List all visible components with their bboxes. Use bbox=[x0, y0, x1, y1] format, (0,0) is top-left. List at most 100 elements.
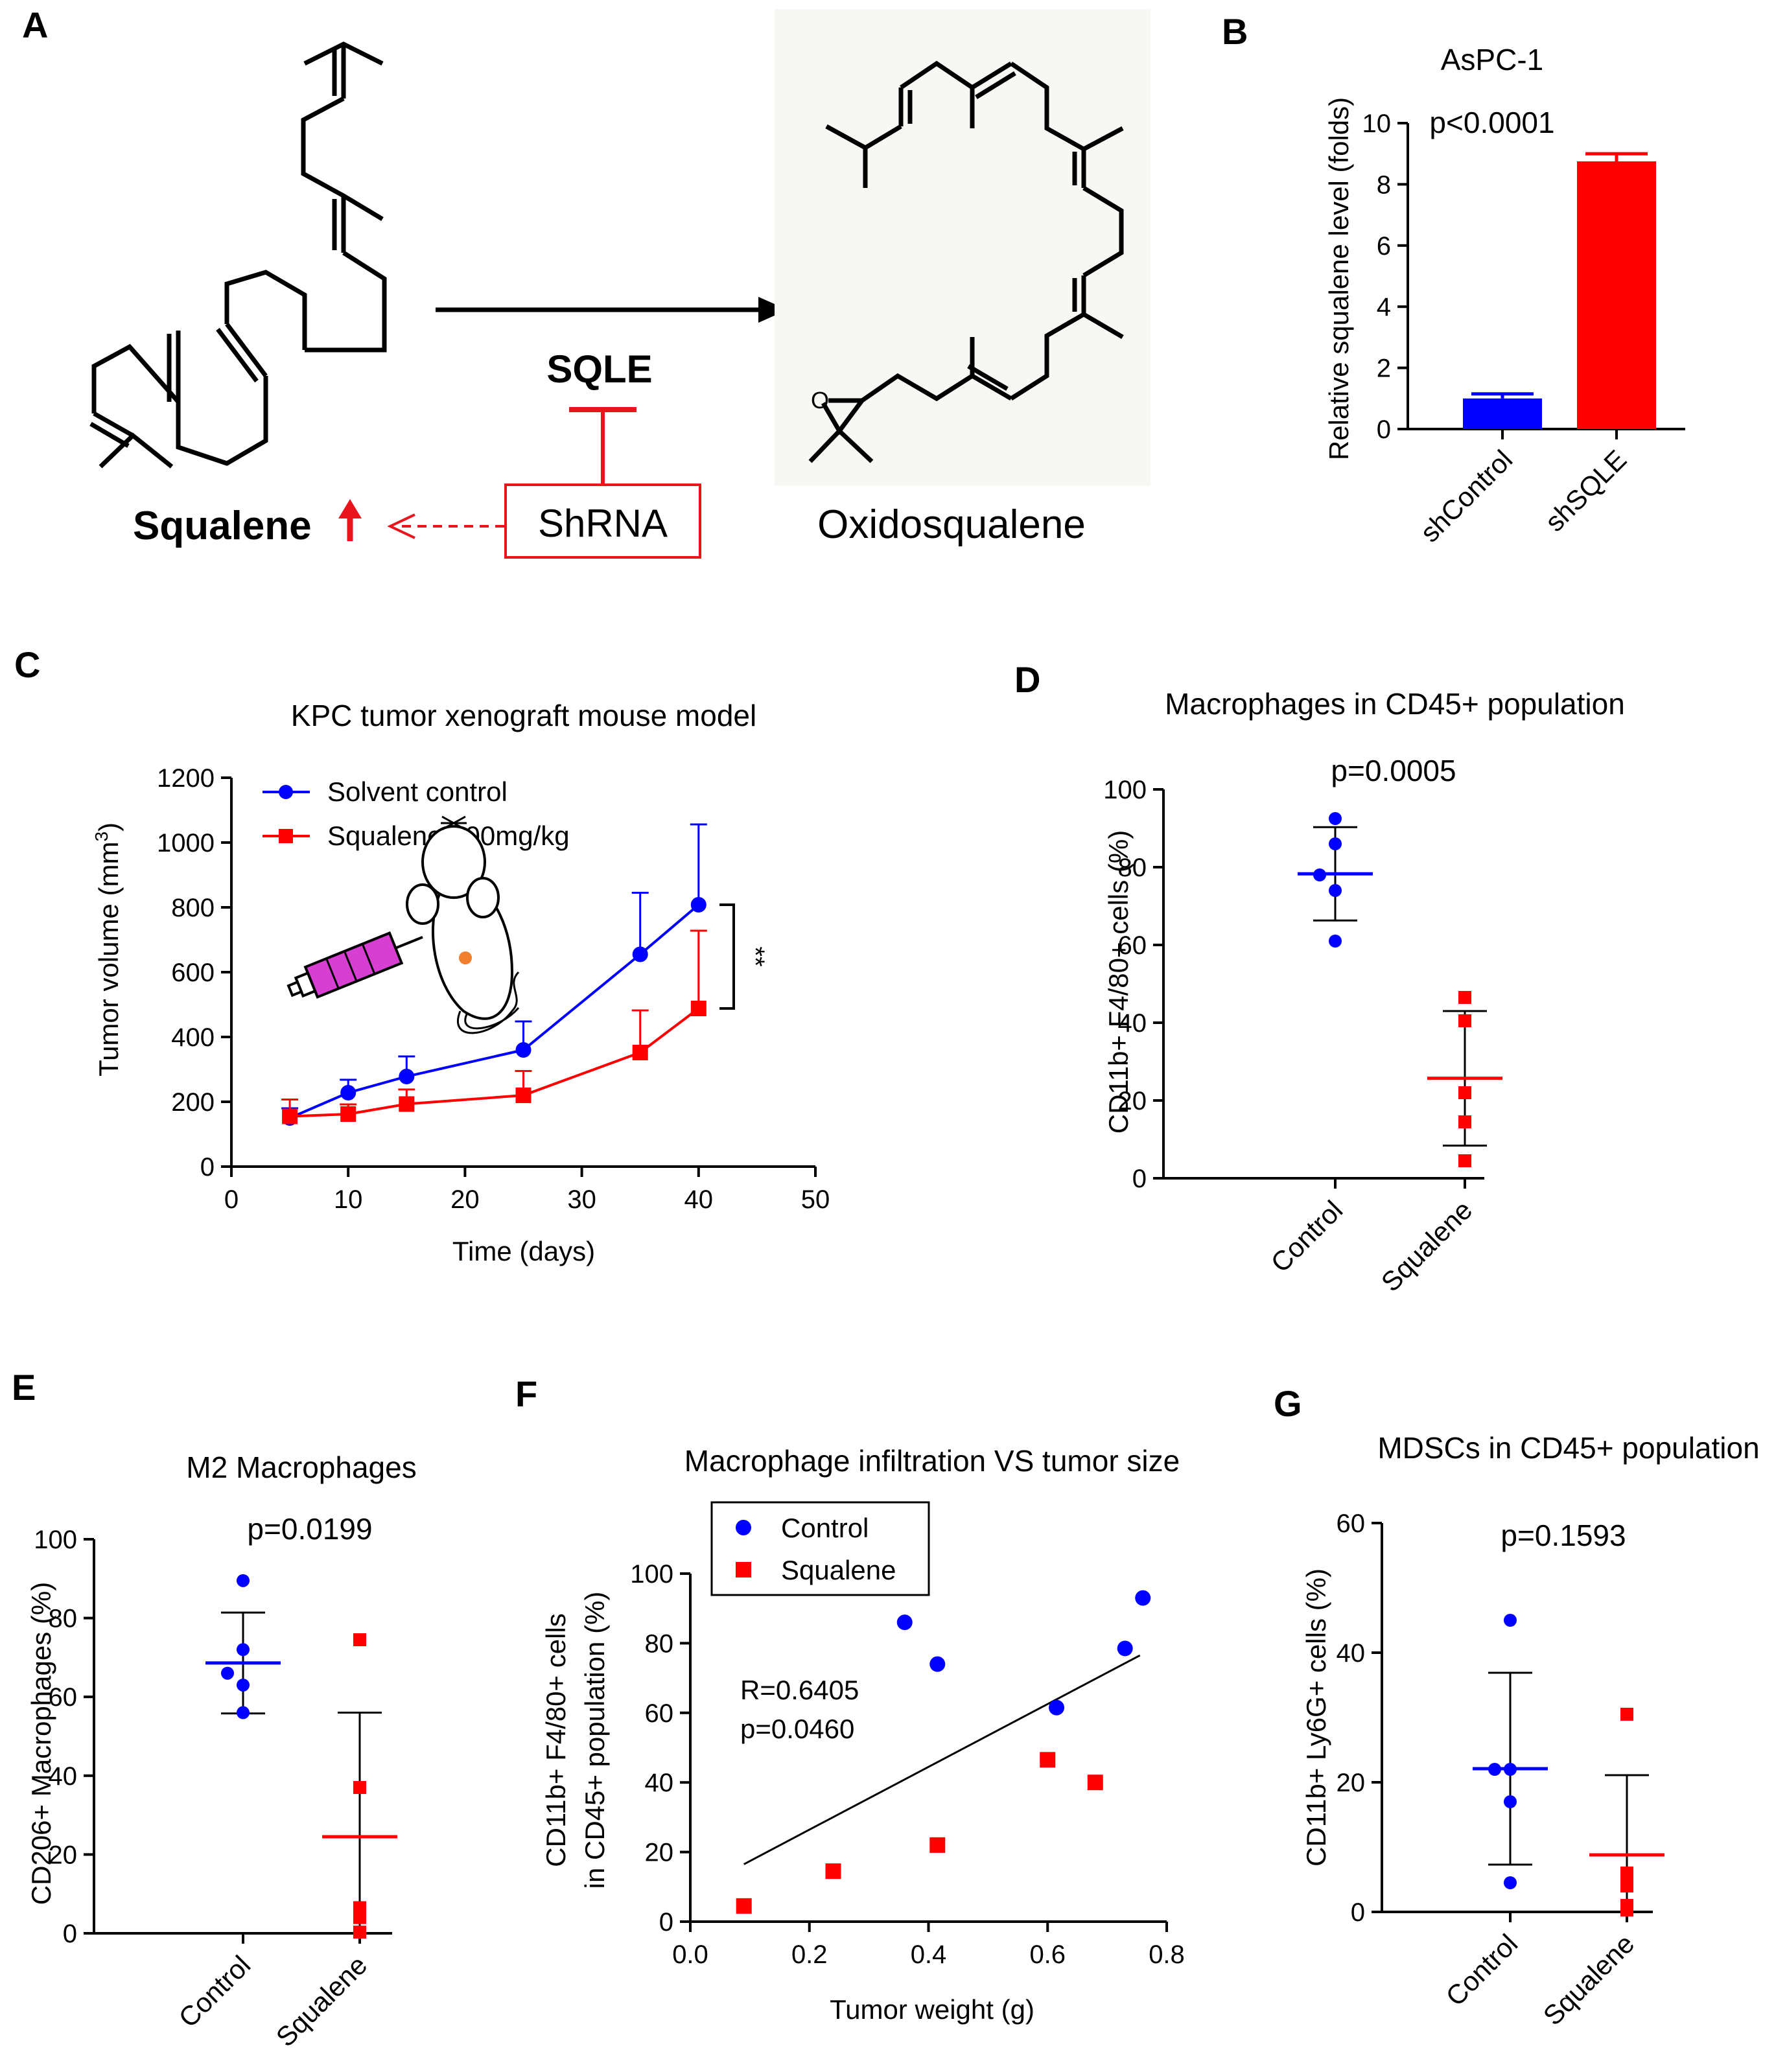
y-tick-label: 0 bbox=[1351, 1898, 1365, 1927]
tumor-dot bbox=[459, 951, 472, 964]
panel-label-a: A bbox=[22, 5, 48, 45]
panel-a: A SQLE ShRNA bbox=[22, 5, 1150, 559]
y-tick-label: 0 bbox=[200, 1153, 215, 1182]
data-point bbox=[237, 1678, 250, 1692]
y-tick-label: 400 bbox=[171, 1023, 215, 1052]
mouse-syringe-illustration bbox=[286, 815, 520, 1034]
data-point bbox=[1620, 1880, 1633, 1892]
legend-marker-squalene bbox=[279, 829, 293, 843]
y-axis-label: CD11b+ Ly6G+ cells (%) bbox=[1301, 1568, 1331, 1867]
data-point bbox=[353, 1901, 366, 1915]
data-point bbox=[1117, 1640, 1133, 1657]
y-tick-label: 80 bbox=[645, 1629, 674, 1658]
y-tick-label: 40 bbox=[1337, 1639, 1366, 1668]
correlation-r: R=0.6405 bbox=[740, 1675, 859, 1705]
data-point bbox=[353, 1911, 366, 1924]
data-point bbox=[221, 1666, 234, 1680]
data-point bbox=[1504, 1876, 1517, 1889]
x-tick-label: shControl bbox=[1414, 444, 1518, 548]
oxidosqualene-label: Oxidosqualene bbox=[817, 502, 1086, 547]
y-tick-label: 8 bbox=[1377, 170, 1391, 199]
x-tick-label: 50 bbox=[801, 1185, 830, 1214]
y-tick-label: 800 bbox=[171, 894, 215, 922]
x-tick-label: 0.4 bbox=[911, 1940, 947, 1969]
x-tick-label: Control bbox=[1440, 1928, 1523, 2012]
data-point bbox=[237, 1706, 250, 1719]
p-value-annotation: p=0.0199 bbox=[247, 1512, 372, 1546]
legend-marker-squalene bbox=[736, 1562, 751, 1577]
y-tick-label: 100 bbox=[1103, 776, 1147, 804]
x-tick-label: 0.0 bbox=[672, 1940, 708, 1969]
legend-entry-control: Control bbox=[781, 1513, 869, 1543]
y-tick-label: 6 bbox=[1377, 232, 1391, 261]
panel-g: G MDSCs in CD45+ population p=0.1593 CD1… bbox=[1274, 1383, 1760, 2031]
y-tick-label: 20 bbox=[49, 1841, 78, 1869]
y-tick-label: 60 bbox=[1118, 931, 1147, 960]
legend-entry-control: Solvent control bbox=[327, 776, 508, 807]
panel-d: D Macrophages in CD45+ population p=0.00… bbox=[1014, 659, 1625, 1298]
data-point bbox=[340, 1085, 356, 1100]
y-axis-label: CD11b+ F4/80+ cells (%) bbox=[1103, 830, 1134, 1134]
legend: Control Squalene bbox=[710, 1501, 930, 1596]
data-point bbox=[1458, 1115, 1471, 1128]
data-point bbox=[1087, 1775, 1103, 1791]
regression-line bbox=[743, 1654, 1141, 1865]
oxidosqualene-structure: O bbox=[775, 9, 1150, 485]
y-tick-label: 60 bbox=[1337, 1509, 1366, 1538]
panel-label-b: B bbox=[1222, 11, 1248, 52]
y-tick-label: 20 bbox=[1337, 1769, 1366, 1797]
data-point bbox=[896, 1614, 913, 1631]
series-line bbox=[289, 903, 700, 1119]
x-tick-label: 0 bbox=[224, 1185, 239, 1214]
dashed-arrow-head bbox=[387, 513, 415, 539]
data-point bbox=[1329, 935, 1342, 948]
data-point bbox=[929, 1837, 946, 1853]
x-tick-label: 0.6 bbox=[1029, 1940, 1066, 1969]
data-point bbox=[1329, 812, 1342, 825]
data-point bbox=[1504, 1614, 1517, 1627]
y-axis-label: Tumor volume (mm3) bbox=[91, 822, 124, 1077]
y-tick-label: 60 bbox=[645, 1699, 674, 1728]
x-axis-label: Tumor weight (g) bbox=[830, 1994, 1034, 2025]
panel-f: F Macrophage infiltration VS tumor size … bbox=[515, 1373, 1185, 2025]
data-point bbox=[399, 1096, 415, 1112]
bar-shSQLE bbox=[1577, 161, 1656, 429]
y-tick-label: 0 bbox=[1377, 415, 1391, 444]
legend-entry-squalene: Squalene bbox=[781, 1555, 896, 1585]
correlation-p: p=0.0460 bbox=[740, 1714, 854, 1744]
y-tick-label: 0 bbox=[1132, 1165, 1147, 1193]
data-point bbox=[632, 1045, 648, 1060]
data-point bbox=[1488, 1763, 1501, 1776]
data-point bbox=[1040, 1752, 1056, 1768]
data-point bbox=[1458, 1014, 1471, 1027]
y-axis-label-line2: in CD45+ population (%) bbox=[579, 1592, 610, 1889]
data-point bbox=[1504, 1795, 1517, 1808]
data-point bbox=[237, 1643, 250, 1657]
y-tick-label: 100 bbox=[630, 1560, 673, 1589]
chart-title: Macrophages in CD45+ population bbox=[1165, 687, 1625, 721]
y-tick-label: 2 bbox=[1377, 355, 1391, 383]
data-point bbox=[399, 1069, 415, 1084]
y-axis-label: CD206+ Macrophages (%) bbox=[26, 1582, 56, 1905]
y-tick-label: 80 bbox=[1118, 854, 1147, 882]
y-axis-label-line1: CD11b+ F4/80+ cells bbox=[541, 1613, 571, 1867]
legend-marker-control bbox=[279, 785, 293, 799]
reaction-arrow-head bbox=[758, 297, 788, 323]
significance-bracket bbox=[719, 903, 735, 1010]
data-point bbox=[1329, 837, 1342, 850]
chart-marks: 0 200 400 600 800 1000 1200 0 10 20 30 40 50 ** bbox=[157, 764, 830, 1214]
y-tick-label: 200 bbox=[171, 1088, 215, 1117]
chart-title: Macrophage infiltration VS tumor size bbox=[684, 1444, 1180, 1478]
data-point bbox=[690, 897, 707, 913]
chart-title: KPC tumor xenograft mouse model bbox=[291, 699, 756, 732]
chart-marks: 0 2 4 6 8 10 shControl shSQLE bbox=[1362, 110, 1685, 548]
panel-label-e: E bbox=[12, 1367, 36, 1408]
x-tick-label: 30 bbox=[567, 1185, 596, 1214]
panel-label-d: D bbox=[1014, 659, 1040, 700]
sqle-label: SQLE bbox=[546, 347, 652, 391]
x-tick-label: Squalene bbox=[1375, 1194, 1478, 1298]
data-point bbox=[353, 1633, 366, 1647]
legend-marker-control bbox=[736, 1520, 751, 1535]
